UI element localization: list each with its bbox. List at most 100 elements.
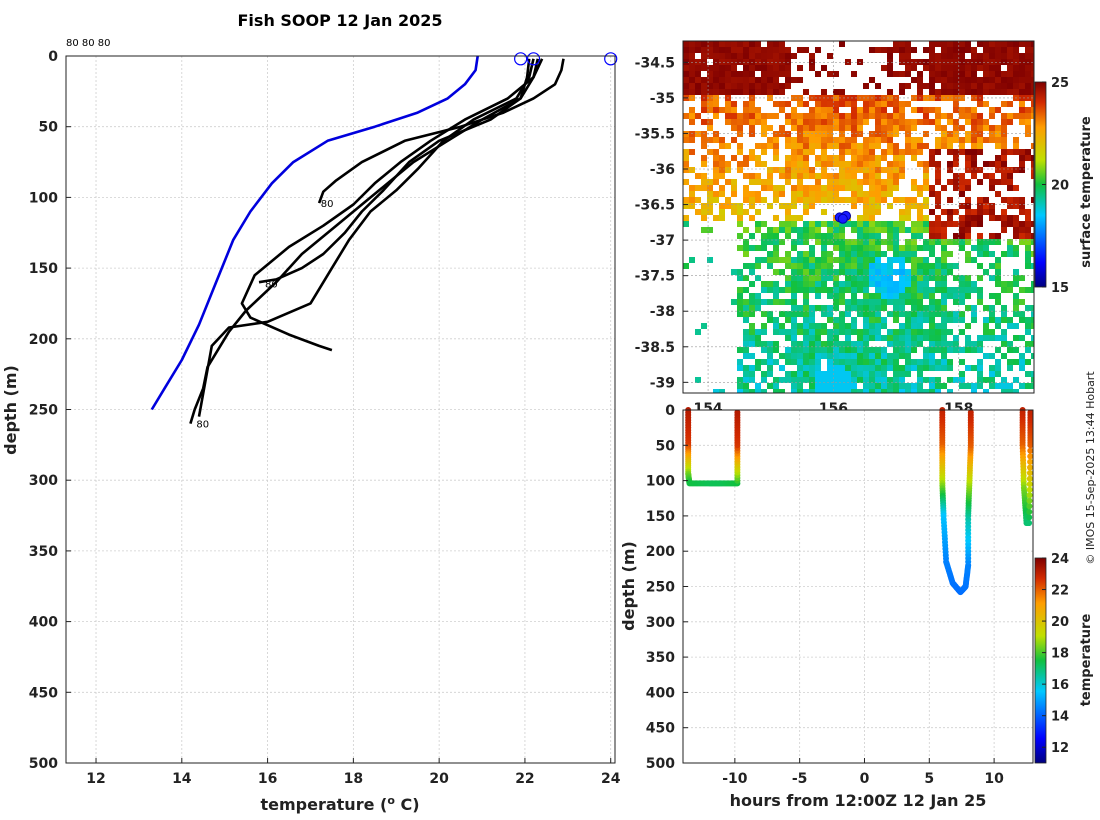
sst-cell [827,227,833,233]
sst-cell [971,149,977,155]
sst-cell [839,347,845,353]
sst-cell [839,155,845,161]
sst-cell [791,143,797,149]
sst-cell [983,41,989,47]
sst-cell [947,347,953,353]
sst-cell [935,275,941,281]
sst-cell [863,269,869,275]
sst-cell [827,251,833,257]
sst-cell [809,317,815,323]
sst-cell [905,137,911,143]
sst-cell [989,203,995,209]
sst-cell [959,89,965,95]
sst-cell [797,239,803,245]
sst-cell [905,293,911,299]
sst-cell [911,269,917,275]
sst-cell [773,167,779,173]
sst-cell [1001,383,1007,389]
sst-cell [809,347,815,353]
sst-cell [947,77,953,83]
sst-cell [893,371,899,377]
sst-cell [1001,119,1007,125]
sst-cell [791,149,797,155]
sst-cell [761,233,767,239]
sst-cell [737,269,743,275]
sst-cell [731,191,737,197]
sst-cell [1019,167,1025,173]
sst-cell [905,299,911,305]
sst-cell [1007,53,1013,59]
sst-cell [809,191,815,197]
sst-cell [725,53,731,59]
sst-cell [839,359,845,365]
sst-cell [851,173,857,179]
sst-cell [905,317,911,323]
profile-x-tick-label: 18 [344,771,363,787]
sst-cell [767,287,773,293]
sst-cell [875,95,881,101]
sst-cell [923,59,929,65]
sst-cell [1031,305,1034,311]
sst-cell [959,125,965,131]
sst-cell [749,155,755,161]
sst-cell [947,221,953,227]
sst-cell [827,239,833,245]
sst-cell [779,53,785,59]
sst-cell [941,281,947,287]
sst-cell [779,173,785,179]
sst-cell [869,137,875,143]
sst-cell [1001,131,1007,137]
sst-cell [863,293,869,299]
sst-cell [749,323,755,329]
sst-cell [821,185,827,191]
sst-cell [869,101,875,107]
sst-cell [989,41,995,47]
sst-cell [959,71,965,77]
sst-cell [809,287,815,293]
sst-cell [785,161,791,167]
sst-cell [959,83,965,89]
sst-cell [755,191,761,197]
sst-cell [911,143,917,149]
sst-cell [785,59,791,65]
sst-cell [881,353,887,359]
sst-cell [971,47,977,53]
sst-cell [929,329,935,335]
sst-cell [899,59,905,65]
sst-cell [1013,251,1019,257]
sst-cell [851,341,857,347]
sst-cell [821,353,827,359]
sst-cell [785,281,791,287]
sst-cell [815,383,821,389]
sst-cell [767,125,773,131]
sst-cell [803,293,809,299]
sst-cell [965,275,971,281]
sst-cell [821,221,827,227]
sst-cell [827,389,833,393]
sst-cell [887,119,893,125]
sst-cell [1013,275,1019,281]
sst-cell [833,377,839,383]
sst-cell [857,113,863,119]
sst-cell [911,137,917,143]
sst-cell [791,329,797,335]
sst-cell [731,59,737,65]
sst-cell [1025,83,1031,89]
sst-cell [1025,383,1031,389]
sst-cell [761,341,767,347]
sst-cell [725,203,731,209]
sst-cell [821,107,827,113]
sst-cell [923,347,929,353]
sst-cell [713,59,719,65]
sst-cell [857,191,863,197]
sst-cell [779,101,785,107]
sst-cell [779,269,785,275]
sst-cell [1007,185,1013,191]
sst-cell [749,191,755,197]
sst-cell [923,221,929,227]
sst-cell [761,311,767,317]
sst-cell [713,47,719,53]
sst-cell [923,131,929,137]
sst-cell [893,101,899,107]
